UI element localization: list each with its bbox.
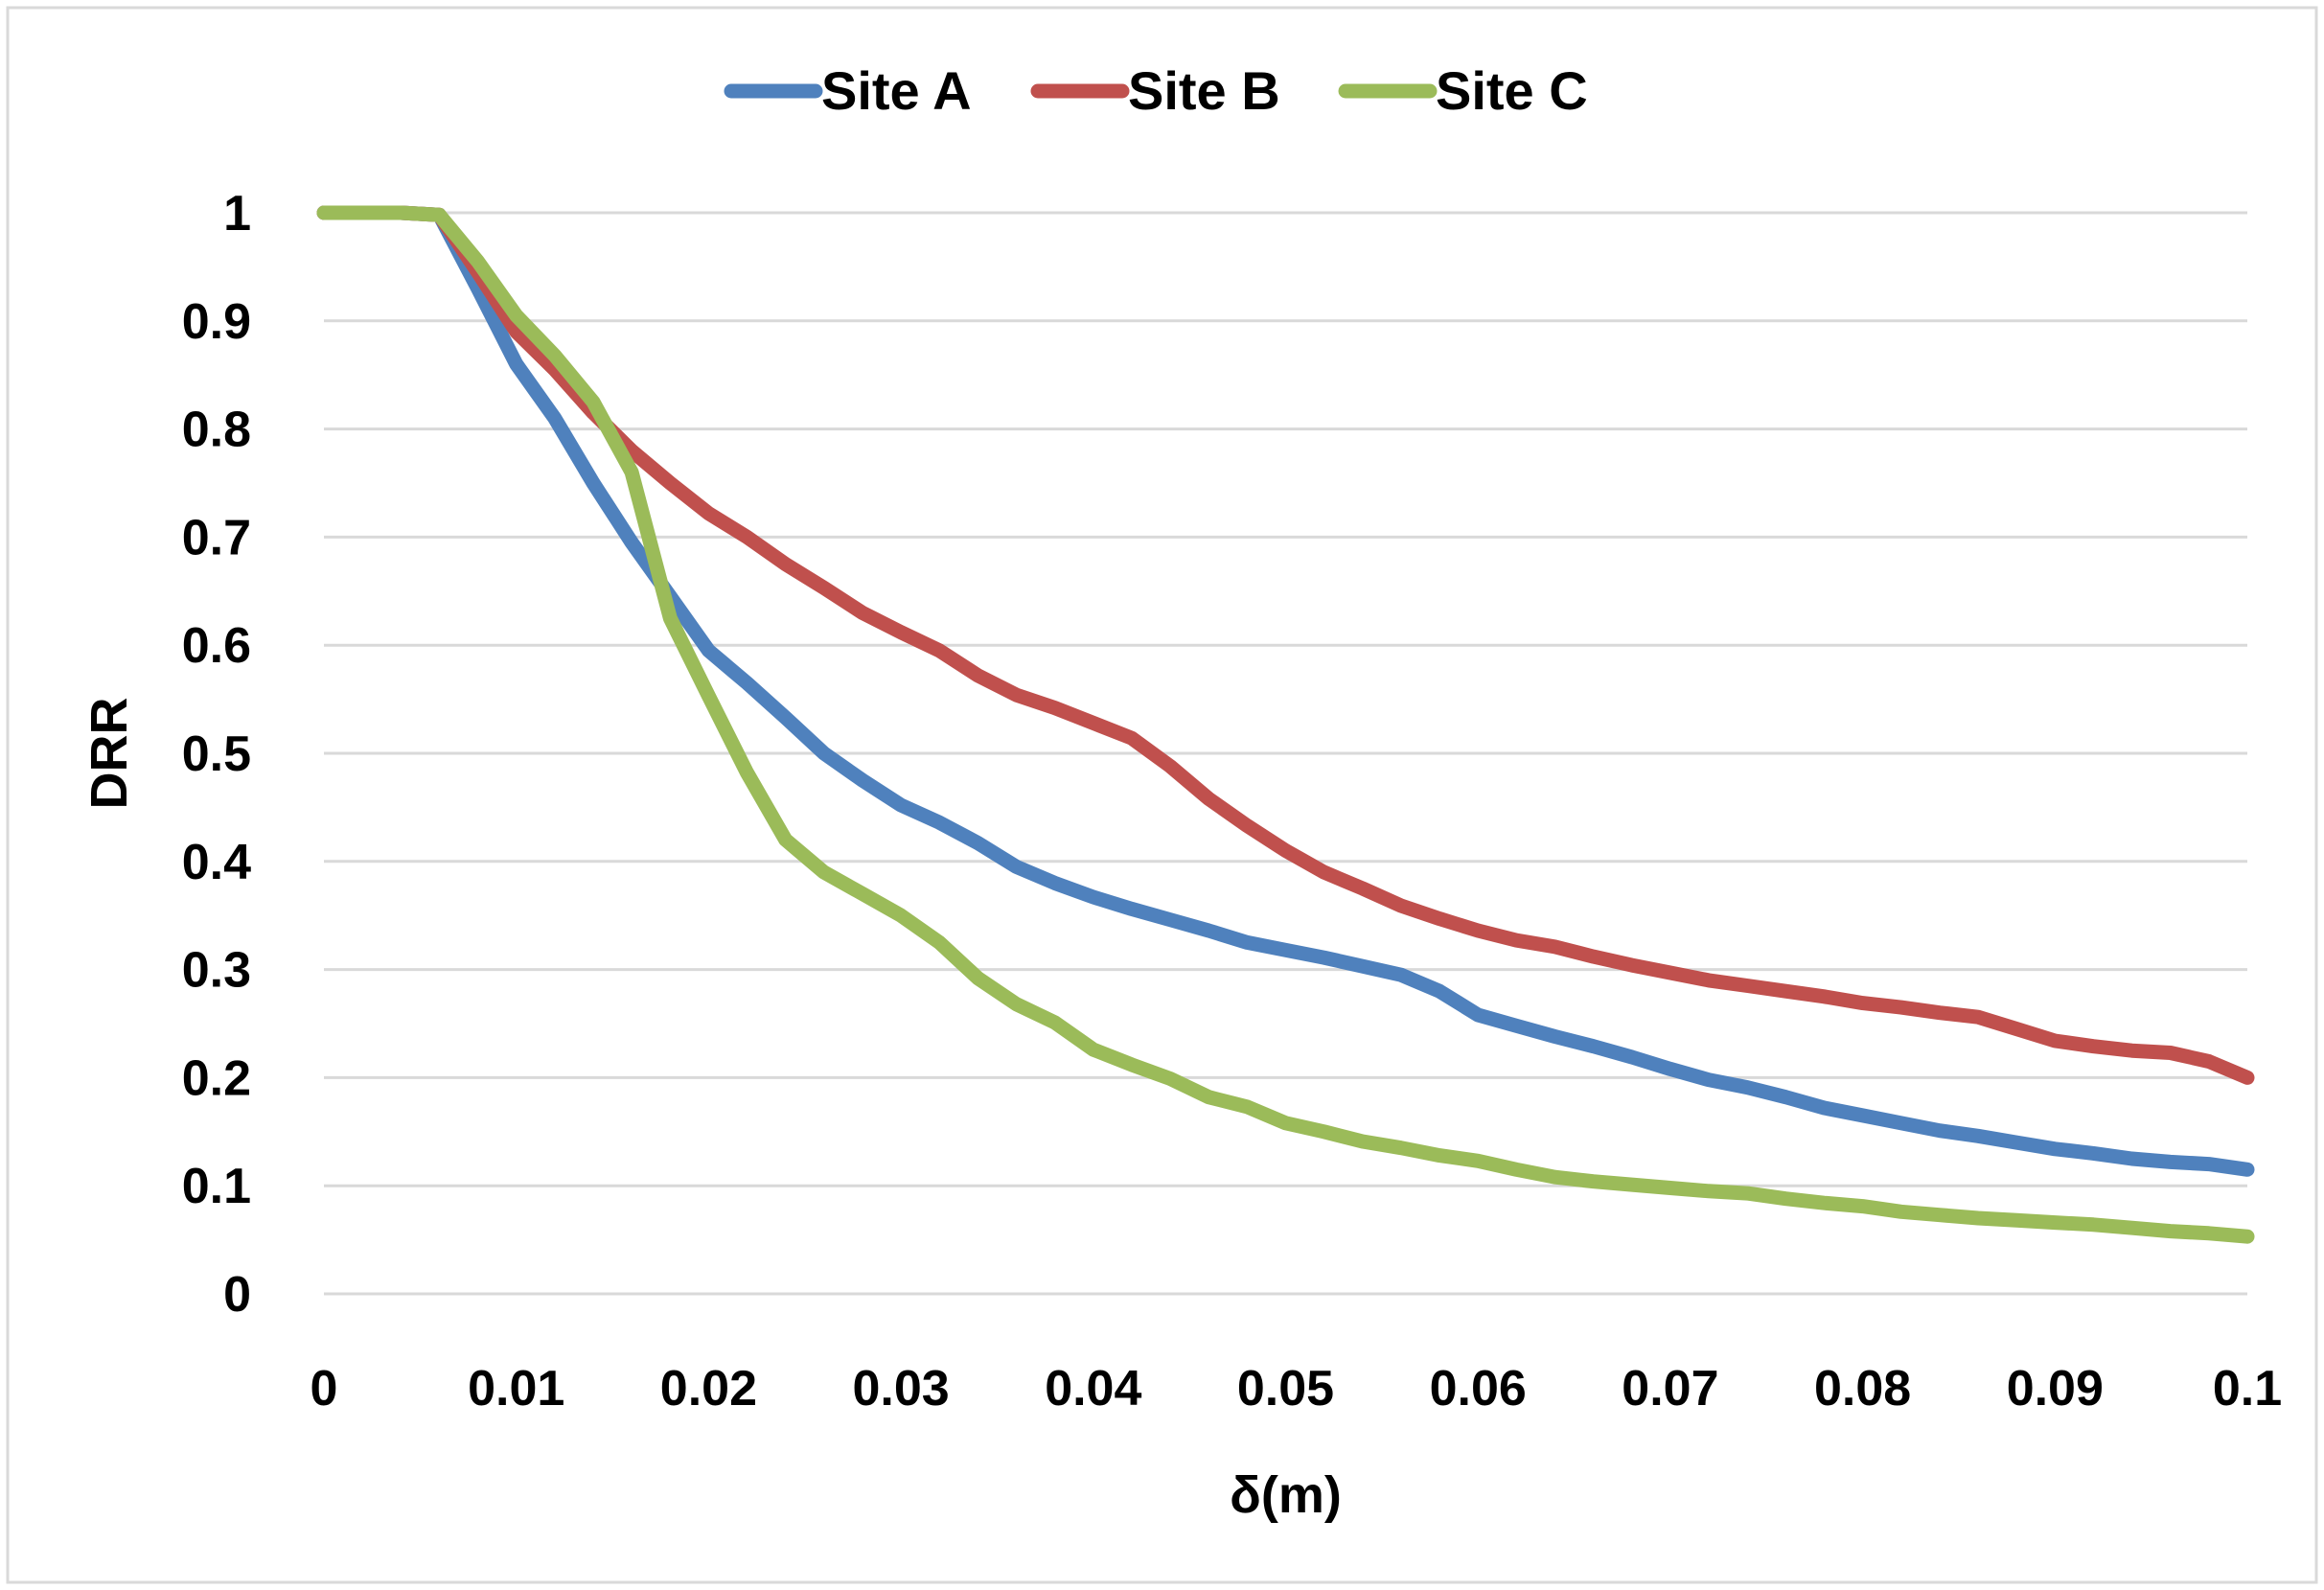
y-tick-label: 0 (223, 1267, 251, 1323)
y-tick-label: 0.8 (182, 403, 251, 458)
x-tick-label: 0.02 (660, 1361, 757, 1417)
y-tick-label: 0.2 (182, 1050, 251, 1106)
series-line-site-c (316, 205, 2255, 1244)
y-tick-label: 0.7 (182, 510, 251, 565)
x-tick-label: 0.07 (1622, 1361, 1718, 1417)
x-axis-title: δ(m) (1230, 1466, 1342, 1524)
series-line-site-b (316, 205, 2255, 1085)
x-tick-label: 0.08 (1814, 1361, 1911, 1417)
y-tick-label: 0.1 (182, 1159, 251, 1214)
x-tick-label: 0.09 (2007, 1361, 2104, 1417)
y-tick-label: 0.3 (182, 943, 251, 999)
y-tick-label: 0.4 (182, 835, 251, 890)
legend-label-site-c: Site C (1436, 60, 1588, 121)
x-tick-label: 0.04 (1045, 1361, 1141, 1417)
legend: Site A Site B Site C (724, 60, 1588, 121)
x-tick-label: 0.06 (1430, 1361, 1527, 1417)
x-tick-label: 0.1 (2213, 1361, 2282, 1417)
y-axis-title: DRR (81, 698, 138, 810)
y-tick-label: 0.5 (182, 726, 251, 782)
x-axis-ticks: 0 0.01 0.02 0.03 0.04 0.05 0.06 0.07 0.08 0.09 0.1 (311, 1361, 2283, 1417)
series-line-site-a (316, 205, 2255, 1177)
chart-border (6, 6, 2318, 1584)
y-tick-label: 0.9 (182, 294, 251, 350)
series-lines (316, 205, 2255, 1244)
y-tick-label: 1 (223, 186, 251, 242)
legend-label-site-a: Site A (821, 60, 972, 121)
y-axis-ticks: 0 0.1 0.2 0.3 0.4 0.5 0.6 0.7 0.8 0.9 1 (182, 186, 251, 1323)
x-tick-label: 0.01 (468, 1361, 564, 1417)
x-tick-label: 0 (311, 1361, 338, 1417)
gridlines (324, 211, 2247, 1296)
y-tick-label: 0.6 (182, 618, 251, 674)
legend-label-site-b: Site B (1128, 60, 1280, 121)
x-tick-label: 0.03 (852, 1361, 949, 1417)
x-tick-label: 0.05 (1237, 1361, 1334, 1417)
